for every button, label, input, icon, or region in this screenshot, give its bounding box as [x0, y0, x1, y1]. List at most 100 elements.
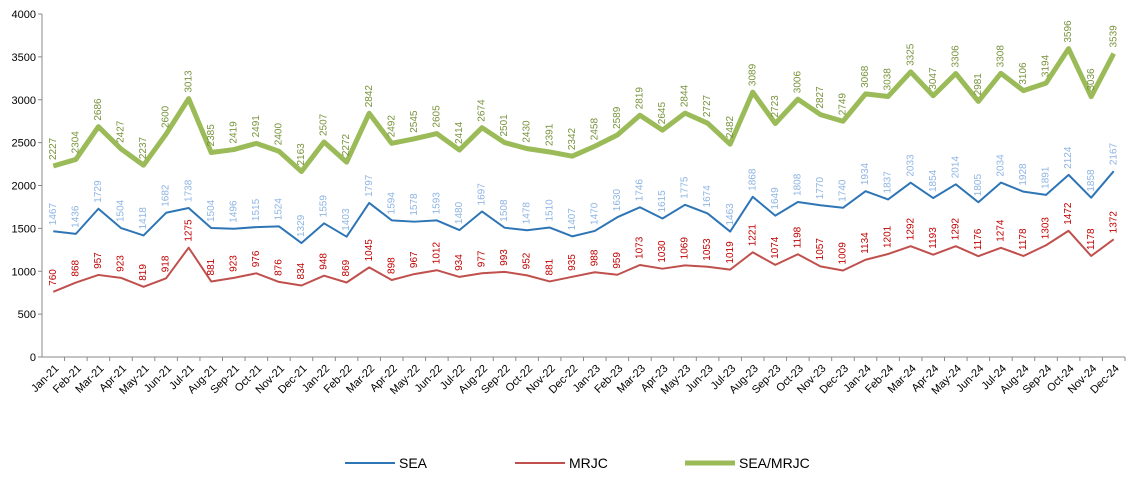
data-label: 1504 [116, 199, 127, 222]
y-tick-label: 0 [30, 352, 36, 364]
data-label: 2605 [431, 105, 442, 128]
data-label: 959 [612, 252, 623, 269]
data-label: 2674 [477, 99, 488, 122]
data-label: 2749 [838, 93, 849, 116]
data-label: 2391 [544, 123, 555, 146]
data-label: 993 [499, 249, 510, 266]
data-label: 1805 [973, 174, 984, 197]
data-label: 923 [116, 255, 127, 272]
data-label: 898 [386, 257, 397, 274]
data-label: 1630 [612, 189, 623, 212]
data-label: 2419 [228, 121, 239, 144]
data-label: 967 [409, 251, 420, 268]
data-label: 935 [567, 254, 578, 271]
data-label: 988 [589, 249, 600, 266]
data-label: 1891 [1041, 166, 1052, 189]
data-label: 3194 [1041, 54, 1052, 77]
data-label: 1418 [138, 207, 149, 230]
data-label: 1746 [635, 179, 646, 202]
data-label: 1770 [815, 177, 826, 200]
data-label: 1837 [883, 171, 894, 194]
data-label: 1467 [48, 203, 59, 226]
data-label: 1808 [792, 173, 803, 196]
data-label: 3038 [883, 68, 894, 91]
data-label: 1854 [928, 169, 939, 192]
data-label: 1073 [635, 236, 646, 259]
data-label: 923 [228, 255, 239, 272]
data-label: 934 [454, 254, 465, 271]
data-label: 1069 [680, 237, 691, 260]
data-label: 2844 [680, 84, 691, 107]
data-label: 977 [477, 250, 488, 267]
data-label: 1303 [1041, 217, 1052, 240]
data-label: 1740 [838, 179, 849, 202]
data-label: 876 [274, 259, 285, 276]
series-line [52, 46, 1116, 175]
data-label: 2227 [48, 137, 59, 160]
y-tick-label: 1500 [12, 223, 36, 235]
data-label: 1593 [431, 192, 442, 215]
data-label: 1012 [431, 242, 442, 265]
data-label: 1053 [702, 238, 713, 261]
data-label: 2304 [70, 131, 81, 154]
data-label: 819 [138, 264, 149, 281]
data-label: 1329 [296, 214, 307, 237]
data-label: 3306 [950, 45, 961, 68]
data-label: 2124 [1063, 146, 1074, 169]
data-label: 1508 [499, 199, 510, 222]
data-label: 1738 [183, 179, 194, 202]
data-label: 2034 [996, 154, 1007, 177]
data-label: 1868 [747, 168, 758, 191]
data-label: 1697 [477, 183, 488, 206]
data-label: 3036 [1086, 68, 1097, 91]
data-label: 881 [206, 258, 217, 275]
data-label: 2686 [93, 98, 104, 121]
data-label: 1682 [161, 184, 172, 207]
data-label: 2645 [657, 102, 668, 125]
y-tick-label: 2000 [12, 181, 36, 193]
data-label: 1372 [1108, 211, 1119, 234]
data-label: 2400 [274, 123, 285, 146]
data-label: 868 [70, 259, 81, 276]
series-line [53, 170, 1115, 245]
data-label: 1674 [702, 185, 713, 208]
data-label: 3308 [996, 45, 1007, 68]
data-label: 2237 [138, 136, 149, 159]
data-label: 1463 [725, 203, 736, 226]
data-label: 2482 [725, 115, 736, 138]
data-label: 1198 [792, 226, 803, 248]
series-line [52, 229, 1115, 293]
data-label: 1193 [928, 227, 939, 249]
data-label: 3068 [860, 65, 871, 88]
data-label: 834 [296, 262, 307, 279]
data-label: 2723 [770, 95, 781, 118]
legend-label: MRJC [569, 455, 608, 471]
data-label: 2033 [905, 154, 916, 177]
data-label: 3047 [928, 67, 939, 90]
data-label: 2600 [161, 105, 172, 128]
data-label: 760 [48, 269, 59, 286]
data-label: 1074 [770, 236, 781, 259]
data-label: 3013 [183, 70, 194, 93]
data-label: 3539 [1108, 25, 1119, 48]
data-label: 2163 [296, 143, 307, 166]
data-label: 2842 [364, 85, 375, 108]
data-label: 3596 [1063, 20, 1074, 43]
data-label: 1478 [522, 202, 533, 225]
data-label: 2501 [499, 114, 510, 137]
data-label: 1436 [70, 205, 81, 228]
data-label: 2014 [950, 156, 961, 179]
data-label: 976 [251, 250, 262, 267]
y-tick-label: 2500 [12, 138, 36, 150]
data-label: 1934 [860, 162, 871, 185]
data-label: 3325 [905, 43, 916, 66]
data-label: 1858 [1086, 169, 1097, 192]
data-label: 1057 [815, 238, 826, 261]
data-label: 1504 [206, 199, 217, 222]
y-tick-label: 500 [18, 309, 36, 321]
data-label: 3006 [792, 71, 803, 94]
legend-label: SEA/MRJC [739, 455, 810, 471]
data-label: 1178 [1086, 228, 1097, 250]
data-label: 1775 [680, 176, 691, 199]
